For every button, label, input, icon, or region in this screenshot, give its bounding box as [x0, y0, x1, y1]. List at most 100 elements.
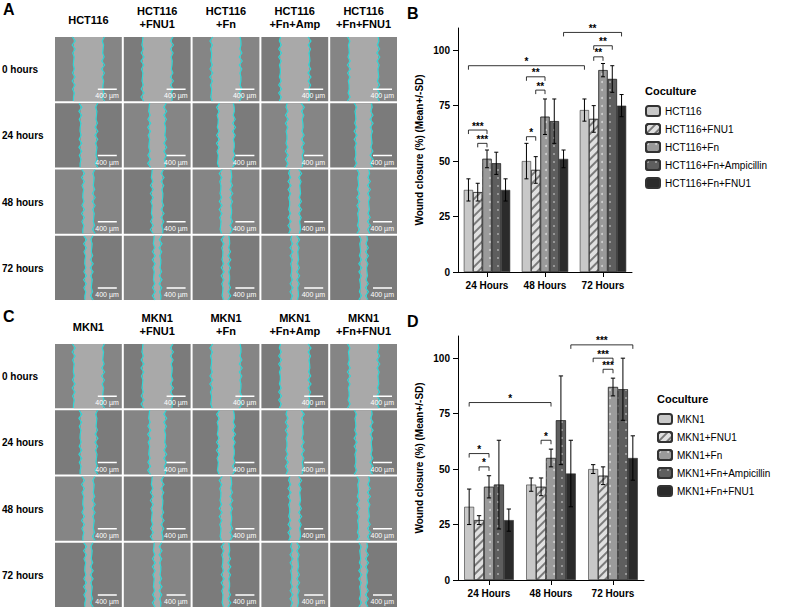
- svg-text:0 hours: 0 hours: [2, 64, 39, 75]
- svg-text:MKN1: MKN1: [210, 312, 241, 324]
- svg-text:+FNU1: +FNU1: [140, 325, 175, 337]
- svg-text:***: ***: [602, 360, 614, 371]
- svg-text:400 µm: 400 µm: [233, 466, 257, 474]
- svg-text:MKN1+Fn+Ampicillin: MKN1+Fn+Ampicillin: [677, 468, 770, 479]
- svg-text:MKN1: MKN1: [142, 312, 173, 324]
- svg-text:400 µm: 400 µm: [371, 225, 395, 233]
- svg-text:HCT116: HCT116: [137, 5, 177, 17]
- svg-text:400 µm: 400 µm: [95, 291, 119, 299]
- svg-text:75: 75: [439, 408, 451, 419]
- svg-text:400 µm: 400 µm: [95, 225, 119, 233]
- svg-text:0 hours: 0 hours: [2, 371, 39, 382]
- svg-text:HCT116+Fn+Ampicillin: HCT116+Fn+Ampicillin: [665, 160, 767, 171]
- svg-text:400 µm: 400 µm: [302, 225, 326, 233]
- svg-text:+Fn: +Fn: [216, 325, 236, 337]
- svg-text:24 Hours: 24 Hours: [468, 588, 511, 599]
- svg-text:A: A: [3, 1, 15, 18]
- svg-text:400 µm: 400 µm: [95, 598, 119, 606]
- svg-text:*: *: [477, 444, 481, 455]
- svg-text:*: *: [529, 127, 533, 138]
- svg-text:400 µm: 400 µm: [233, 532, 257, 540]
- svg-text:**: **: [589, 23, 597, 34]
- svg-text:24 Hours: 24 Hours: [466, 280, 509, 291]
- svg-text:400 µm: 400 µm: [371, 92, 395, 100]
- svg-text:Coculture: Coculture: [657, 393, 708, 405]
- svg-text:MKN1+Fn+FNU1: MKN1+Fn+FNU1: [677, 486, 755, 497]
- svg-text:48 hours: 48 hours: [2, 504, 44, 515]
- svg-text:400 µm: 400 µm: [302, 92, 326, 100]
- svg-text:48 hours: 48 hours: [2, 197, 44, 208]
- svg-text:***: ***: [472, 121, 484, 132]
- svg-text:HCT116+Fn+FNU1: HCT116+Fn+FNU1: [665, 178, 751, 189]
- svg-text:**: **: [599, 36, 607, 47]
- svg-text:HCT116: HCT116: [275, 5, 315, 17]
- svg-text:400 µm: 400 µm: [302, 399, 326, 407]
- svg-text:400 µm: 400 µm: [371, 399, 395, 407]
- svg-text:400 µm: 400 µm: [302, 466, 326, 474]
- svg-text:+Fn+FNU1: +Fn+FNU1: [336, 325, 391, 337]
- svg-text:72 hours: 72 hours: [2, 570, 44, 581]
- svg-text:+Fn+Amp: +Fn+Amp: [269, 18, 320, 30]
- svg-text:400 µm: 400 µm: [95, 532, 119, 540]
- svg-text:400 µm: 400 µm: [95, 399, 119, 407]
- svg-text:400 µm: 400 µm: [164, 92, 188, 100]
- svg-text:48 Hours: 48 Hours: [530, 588, 573, 599]
- svg-text:**: **: [536, 81, 544, 92]
- svg-text:0: 0: [444, 267, 450, 278]
- svg-text:Wound closure (%) (Mean+/-SD): Wound closure (%) (Mean+/-SD): [414, 74, 425, 225]
- svg-text:100: 100: [433, 353, 450, 364]
- svg-text:400 µm: 400 µm: [233, 225, 257, 233]
- svg-text:400 µm: 400 µm: [164, 225, 188, 233]
- svg-text:*: *: [508, 393, 512, 404]
- svg-text:HCT116: HCT116: [68, 14, 108, 26]
- svg-text:400 µm: 400 µm: [371, 159, 395, 167]
- svg-text:400 µm: 400 µm: [302, 159, 326, 167]
- svg-text:400 µm: 400 µm: [371, 598, 395, 606]
- svg-text:400 µm: 400 µm: [164, 291, 188, 299]
- svg-text:*: *: [524, 56, 528, 67]
- svg-text:Wound closure (%) (Mean+/-SD): Wound closure (%) (Mean+/-SD): [414, 382, 425, 533]
- svg-text:MKN1: MKN1: [73, 321, 104, 333]
- svg-text:25: 25: [439, 211, 451, 222]
- svg-text:400 µm: 400 µm: [164, 466, 188, 474]
- svg-text:72 Hours: 72 Hours: [592, 588, 635, 599]
- svg-text:**: **: [532, 67, 540, 78]
- svg-text:400 µm: 400 µm: [371, 291, 395, 299]
- svg-text:HCT116+Fn: HCT116+Fn: [665, 142, 719, 153]
- svg-text:C: C: [3, 308, 15, 325]
- svg-text:400 µm: 400 µm: [164, 532, 188, 540]
- svg-text:400 µm: 400 µm: [371, 532, 395, 540]
- svg-text:Coculture: Coculture: [645, 85, 696, 97]
- svg-text:B: B: [407, 5, 419, 22]
- svg-text:MKN1+FNU1: MKN1+FNU1: [677, 432, 737, 443]
- svg-text:MKN1: MKN1: [677, 414, 705, 425]
- svg-text:400 µm: 400 µm: [95, 159, 119, 167]
- svg-text:400 µm: 400 µm: [164, 598, 188, 606]
- svg-text:25: 25: [439, 519, 451, 530]
- svg-text:+Fn+FNU1: +Fn+FNU1: [336, 18, 391, 30]
- svg-text:50: 50: [439, 156, 451, 167]
- svg-text:+Fn+Amp: +Fn+Amp: [269, 325, 320, 337]
- svg-text:100: 100: [433, 45, 450, 56]
- svg-text:75: 75: [439, 100, 451, 111]
- svg-text:MKN1: MKN1: [279, 312, 310, 324]
- svg-text:400 µm: 400 µm: [302, 291, 326, 299]
- svg-text:48 Hours: 48 Hours: [524, 280, 567, 291]
- svg-text:D: D: [407, 313, 419, 330]
- svg-text:**: **: [594, 47, 602, 58]
- svg-text:*: *: [482, 457, 486, 468]
- svg-text:***: ***: [596, 335, 608, 346]
- svg-text:24 hours: 24 hours: [2, 437, 44, 448]
- svg-text:HCT116: HCT116: [206, 5, 246, 17]
- svg-text:24 hours: 24 hours: [2, 130, 44, 141]
- svg-text:***: ***: [477, 134, 489, 145]
- svg-text:50: 50: [439, 464, 451, 475]
- svg-text:72 Hours: 72 Hours: [582, 280, 625, 291]
- svg-text:400 µm: 400 µm: [164, 159, 188, 167]
- svg-text:400 µm: 400 µm: [233, 399, 257, 407]
- svg-text:MKN1: MKN1: [348, 312, 379, 324]
- svg-text:400 µm: 400 µm: [233, 291, 257, 299]
- svg-text:72 hours: 72 hours: [2, 263, 44, 274]
- svg-text:400 µm: 400 µm: [95, 92, 119, 100]
- svg-text:*: *: [544, 431, 548, 442]
